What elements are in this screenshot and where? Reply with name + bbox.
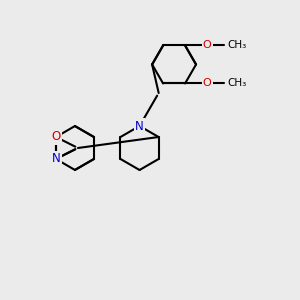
Text: N: N [135, 119, 144, 133]
Text: O: O [51, 130, 61, 143]
Text: CH₃: CH₃ [228, 79, 247, 88]
Text: CH₃: CH₃ [228, 40, 247, 50]
Text: O: O [203, 79, 212, 88]
Text: N: N [52, 152, 60, 166]
Text: O: O [203, 40, 212, 50]
